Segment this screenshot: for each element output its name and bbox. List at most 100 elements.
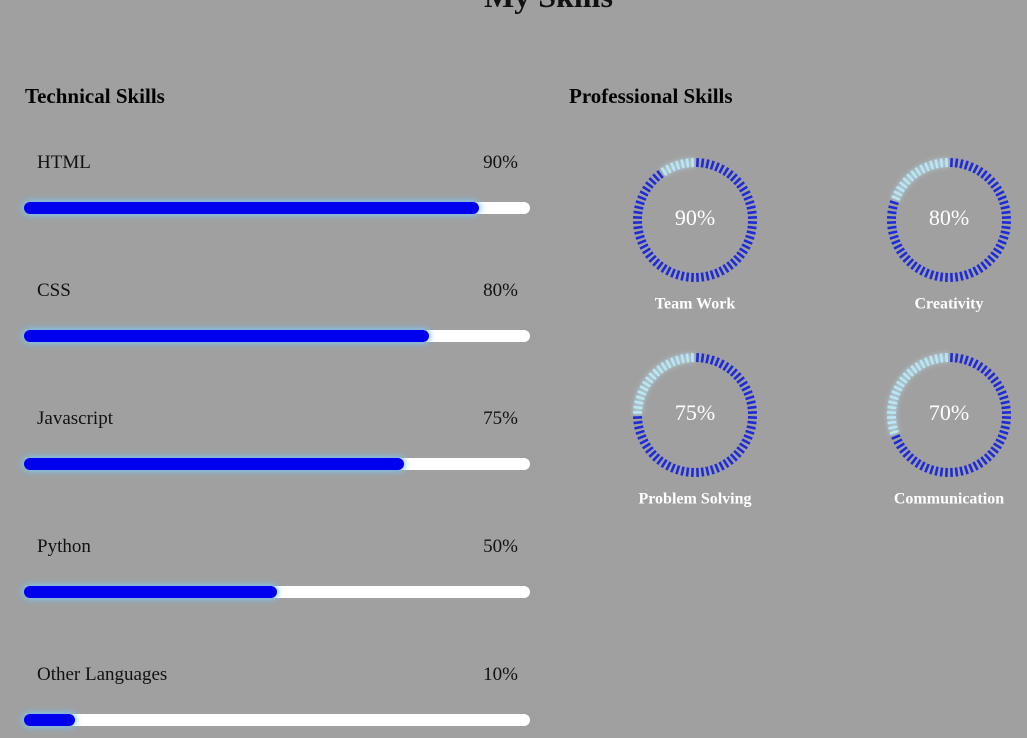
ring-tick [648, 449, 657, 458]
ring-progress [633, 353, 757, 477]
ring-tick [741, 438, 751, 445]
ring-tick [963, 270, 969, 280]
ring-tick [887, 225, 897, 230]
page-title: My Skills [0, 0, 1027, 15]
ring-name: Communication [894, 491, 1004, 508]
ring-tick [639, 438, 649, 445]
ring-tick [645, 251, 654, 259]
ring-tick [645, 376, 654, 384]
ring-tick [739, 247, 748, 255]
ring-tick [709, 270, 715, 280]
ring-tick [993, 380, 1002, 388]
ring-tick [910, 170, 918, 179]
ring-tick [924, 162, 930, 172]
ring-tick [745, 200, 755, 206]
ring-tick [736, 446, 745, 454]
ring-tick [939, 158, 944, 168]
ring-tick [633, 420, 643, 425]
ring-tick [993, 247, 1002, 255]
ring-tick [990, 251, 999, 259]
skill-bar [24, 330, 429, 342]
ring-tick [739, 442, 748, 450]
ring-tick [963, 355, 969, 365]
ring-tick [906, 173, 915, 182]
ring-tick [899, 251, 908, 259]
ring-tick [899, 446, 908, 454]
ring-tick [652, 173, 661, 182]
ring-tick [729, 258, 738, 267]
ring-track [891, 158, 948, 201]
ring-tick [656, 365, 664, 374]
ring-tick [645, 446, 654, 454]
skill-name: HTML [37, 152, 91, 173]
ring-tick [889, 234, 899, 240]
ring-tick [733, 372, 742, 381]
skill-bar [24, 458, 404, 470]
ring-tick [999, 395, 1009, 401]
ring-tick [919, 164, 926, 174]
ring-tick [733, 177, 742, 186]
ring-tick [639, 243, 649, 250]
skill-percent: 10% [483, 664, 518, 685]
ring-tick [639, 190, 649, 197]
ring-tick [954, 467, 959, 477]
ring-tick [889, 395, 899, 401]
ring-tick [709, 355, 715, 365]
skill-name: Python [37, 536, 91, 557]
ring-tick [642, 442, 651, 450]
ring-tick [891, 434, 901, 440]
ring-tick [729, 173, 738, 182]
ring-tick [726, 170, 734, 179]
ring-tick [980, 456, 988, 465]
skill-bar [24, 586, 277, 598]
ring-tick [995, 385, 1005, 392]
ring-tick [914, 362, 922, 371]
ring-tick [637, 239, 647, 245]
ring-tick [635, 234, 645, 240]
ring-tick [995, 243, 1005, 250]
ring-tick [743, 239, 753, 245]
ring-tick [743, 390, 753, 396]
ring-tick [995, 190, 1005, 197]
ring-tick [959, 159, 964, 169]
ring-tick [739, 380, 748, 388]
skill-percent: 90% [483, 152, 518, 173]
ring-tick [642, 380, 651, 388]
ring-tick [670, 463, 676, 473]
ring-name: Team Work [655, 296, 736, 313]
ring-tick [718, 359, 725, 369]
ring-tick [700, 272, 705, 282]
ring-tick [902, 254, 911, 263]
ring-tick [670, 268, 676, 278]
ring-tick [660, 459, 668, 468]
ring-tick [954, 353, 959, 363]
ring-tick [722, 362, 730, 371]
ring-tick [656, 261, 664, 270]
ring-tick [993, 442, 1002, 450]
ring-tick [745, 429, 755, 435]
ring-tick [633, 405, 643, 410]
ring-tick [887, 405, 897, 410]
skill-percent: 50% [483, 536, 518, 557]
ring-tick [990, 376, 999, 384]
ring-percent: 70% [929, 400, 969, 425]
ring-tick [997, 239, 1007, 245]
ring-tick [741, 190, 751, 197]
ring-tick [910, 456, 918, 465]
ring-tick [680, 354, 685, 364]
ring-tick [746, 400, 756, 405]
ring-tick [718, 164, 725, 174]
ring-tick [729, 368, 738, 377]
ring-tick [645, 181, 654, 189]
ring-tick [976, 264, 984, 273]
ring-tick [929, 160, 935, 170]
ring-tick [685, 272, 690, 282]
ring-tick [665, 164, 672, 174]
ring-tick [709, 160, 715, 170]
ring-tick [714, 357, 720, 367]
ring-tick [745, 395, 755, 401]
ring-tick [680, 159, 685, 169]
ring-percent: 80% [929, 205, 969, 230]
ring-tick [987, 372, 996, 381]
ring-tick [906, 368, 915, 377]
